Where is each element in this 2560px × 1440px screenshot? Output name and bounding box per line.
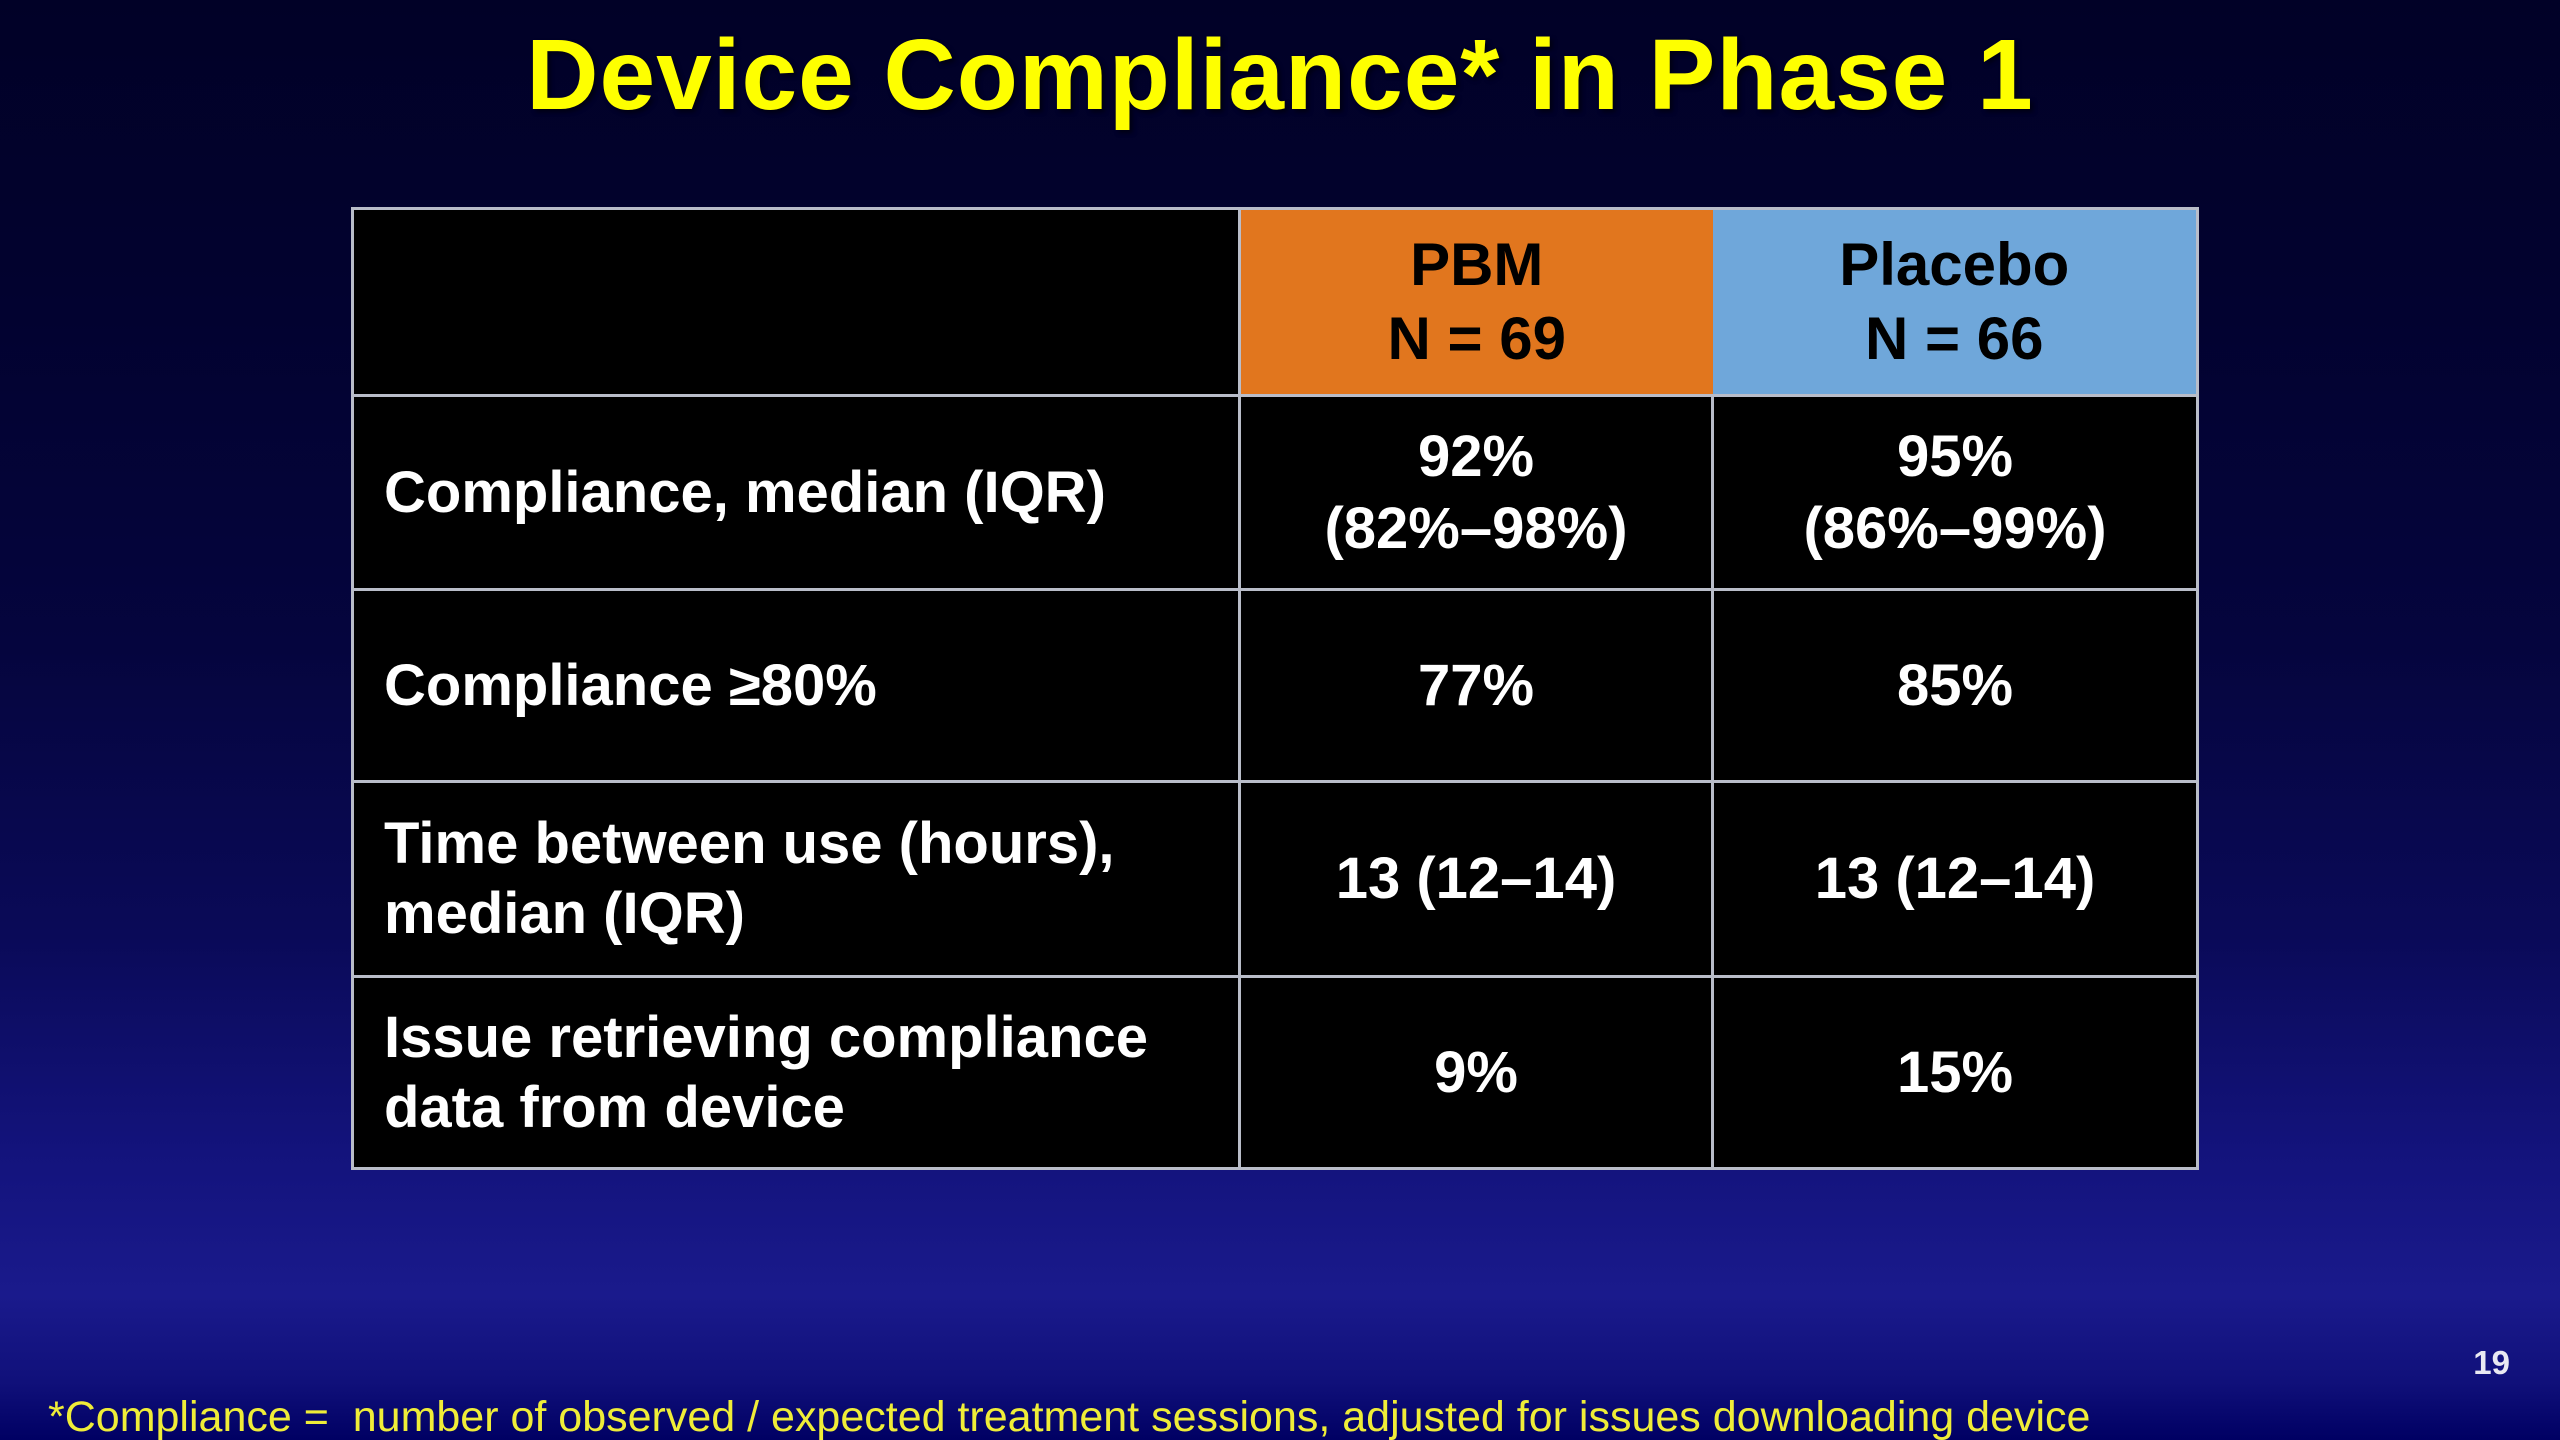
placebo-header-label: Placebo [1839, 231, 2070, 298]
table-row: Issue retrieving compliance data from de… [351, 975, 2199, 1170]
row-label-issue-retrieving: Issue retrieving compliance data from de… [351, 975, 1241, 1170]
table-header-row: PBM N = 69 Placebo N = 66 [351, 207, 2199, 397]
page-number: 19 [2473, 1344, 2510, 1381]
slide-title: Device Compliance* in Phase 1 [526, 19, 2034, 131]
placebo-header-n: N = 66 [1865, 305, 2044, 372]
pbm-value-issue-retrieving: 9% [1238, 975, 1714, 1170]
row-label-compliance-median: Compliance, median (IQR) [351, 394, 1241, 591]
table-row: Compliance ≥80% 77% 85% [351, 588, 2199, 783]
pbm-header-label: PBM [1410, 231, 1544, 298]
row-label-compliance-80: Compliance ≥80% [351, 588, 1241, 783]
placebo-column-header: Placebo N = 66 [1712, 207, 2199, 397]
placebo-value-issue-retrieving: 15% [1711, 975, 2199, 1170]
device-compliance-table: PBM N = 69 Placebo N = 66 Compliance, me… [351, 207, 2199, 1170]
table-row: Time between use (hours), median (IQR) 1… [351, 780, 2199, 978]
row-label-time-between-use: Time between use (hours), median (IQR) [351, 780, 1241, 978]
footnote-line-1: *Compliance = number of observed / expec… [48, 1393, 2091, 1440]
pbm-column-header: PBM N = 69 [1238, 207, 1713, 397]
pbm-value-time-between-use: 13 (12–14) [1238, 780, 1714, 978]
footnote: *Compliance = number of observed / expec… [48, 1272, 2378, 1440]
pbm-header-n: N = 69 [1387, 305, 1566, 372]
placebo-value-compliance-80: 85% [1711, 588, 2199, 783]
pbm-value-compliance-80: 77% [1238, 588, 1714, 783]
placebo-value-time-between-use: 13 (12–14) [1711, 780, 2199, 978]
pbm-value-compliance-median: 92% (82%–98%) [1238, 394, 1714, 591]
placebo-value-compliance-median: 95% (86%–99%) [1711, 394, 2199, 591]
table-corner-cell [351, 207, 1241, 397]
table-row: Compliance, median (IQR) 92% (82%–98%) 9… [351, 394, 2199, 591]
